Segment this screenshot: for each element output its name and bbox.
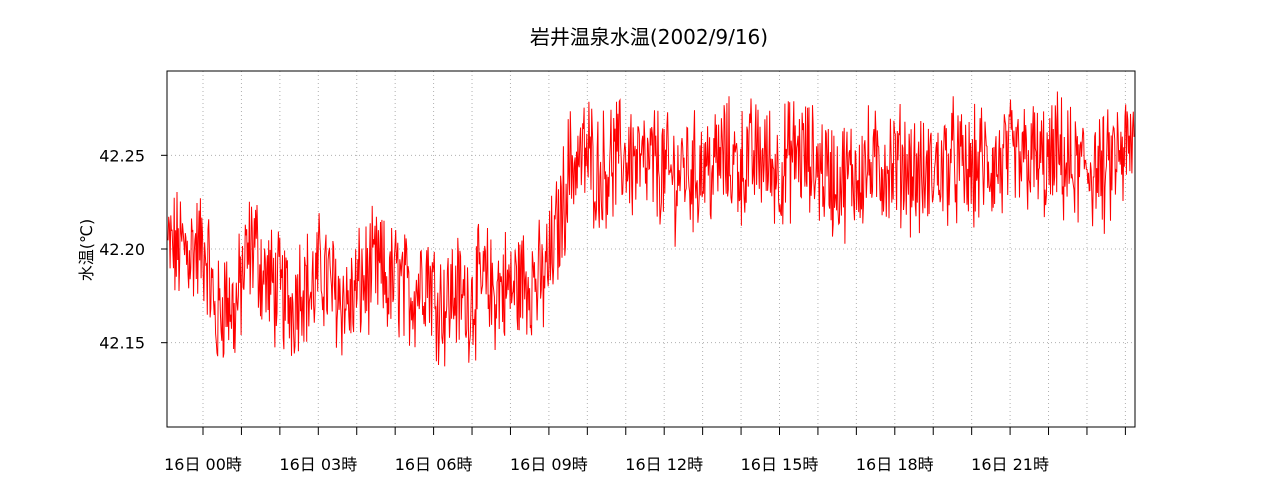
series-layer	[167, 91, 1135, 367]
chart-title: 岩井温泉水温(2002/9/16)	[530, 25, 768, 49]
y-tick-label: 42.25	[99, 146, 145, 165]
axis-ticks: 42.15 42.20 42.25 16日 00時 16日 03時 16日 06時 16日 …	[99, 146, 1126, 474]
x-tick-label: 16日 00時	[164, 455, 242, 474]
y-axis-label: 水温(℃)	[77, 219, 96, 281]
x-tick-label: 16日 06時	[395, 455, 473, 474]
y-tick-label: 42.15	[99, 334, 145, 353]
grid-lines	[167, 71, 1135, 427]
x-tick-label: 16日 15時	[741, 455, 819, 474]
x-tick-label: 16日 03時	[279, 455, 357, 474]
series-line	[167, 91, 1135, 367]
x-tick-label: 16日 21時	[971, 455, 1049, 474]
x-tick-label: 16日 12時	[625, 455, 703, 474]
x-tick-label: 16日 18時	[856, 455, 934, 474]
y-tick-label: 42.20	[99, 240, 145, 259]
x-tick-label: 16日 09時	[510, 455, 588, 474]
